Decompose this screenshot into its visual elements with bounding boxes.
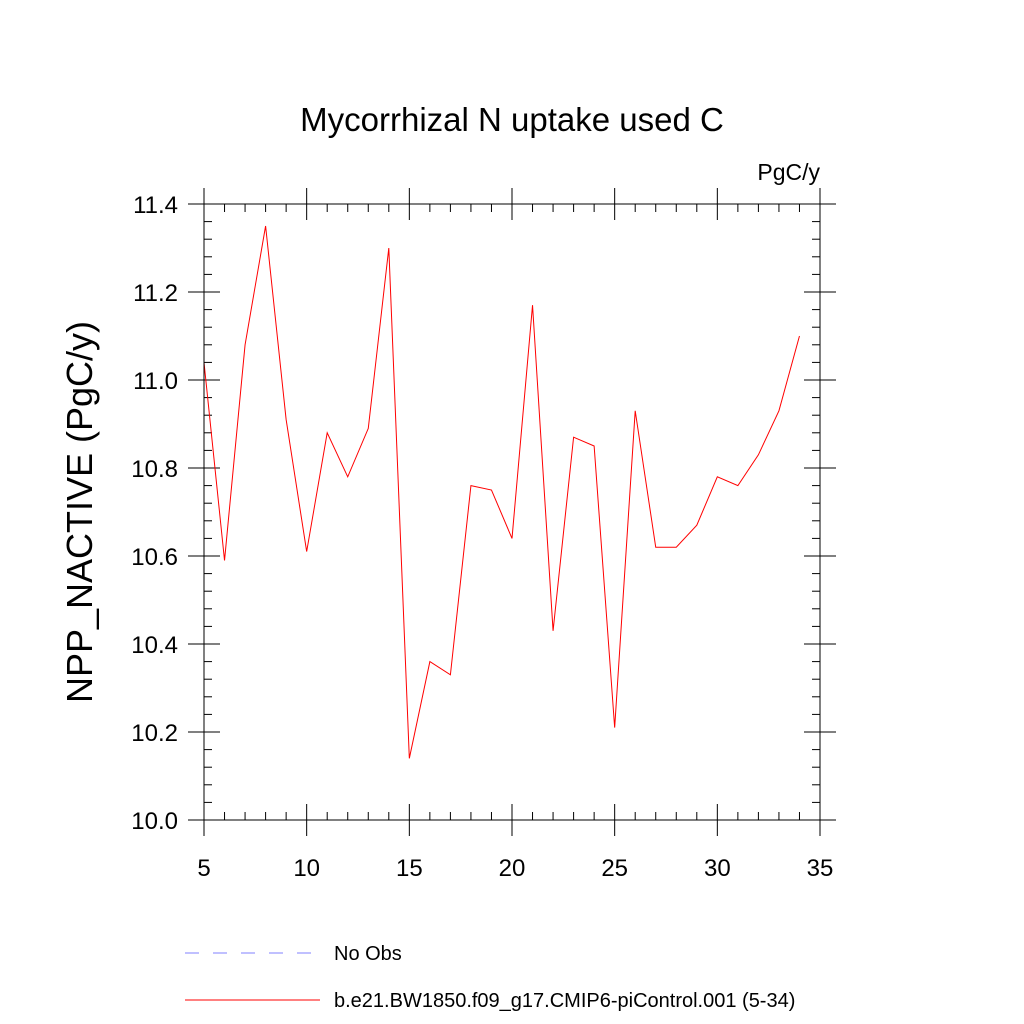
- axis-tick-labels: 5 10 15 20 25 30 35 10.0 10.2 10.4 10.6 10.8 11.0 11.…: [131, 192, 833, 882]
- plot-frame: [203, 203, 821, 821]
- y-axis-label: NPP_NACTIVE (PgC/y): [59, 321, 100, 703]
- y-tick-label: 11.4: [133, 192, 178, 219]
- axis-ticks: [188, 188, 836, 836]
- y-tick-label: 10.0: [131, 808, 178, 835]
- x-tick-label: 20: [499, 855, 526, 882]
- x-tick-label: 30: [704, 855, 731, 882]
- x-tick-label: 15: [396, 855, 423, 882]
- series-line: [203, 225, 800, 759]
- y-tick-label: 10.2: [131, 720, 178, 747]
- x-tick-label: 35: [807, 855, 834, 882]
- chart-title: Mycorrhizal N uptake used C: [300, 101, 724, 138]
- units-label: PgC/y: [757, 159, 820, 185]
- x-tick-label: 10: [293, 855, 320, 882]
- legend-label-no-obs: No Obs: [334, 943, 402, 965]
- y-tick-label: 11.2: [133, 280, 178, 307]
- x-tick-label: 25: [601, 855, 628, 882]
- y-tick-label: 10.4: [131, 632, 178, 659]
- y-tick-label: 10.8: [131, 456, 178, 483]
- y-tick-label: 10.6: [131, 544, 178, 571]
- legend-label-picontrol: b.e21.BW1850.f09_g17.CMIP6-piControl.001…: [334, 990, 795, 1012]
- y-tick-label: 11.0: [133, 368, 178, 395]
- data-series-layer: [203, 225, 800, 759]
- legend: No Obs b.e21.BW1850.f09_g17.CMIP6-piCont…: [185, 943, 795, 1012]
- x-tick-label: 5: [197, 855, 210, 882]
